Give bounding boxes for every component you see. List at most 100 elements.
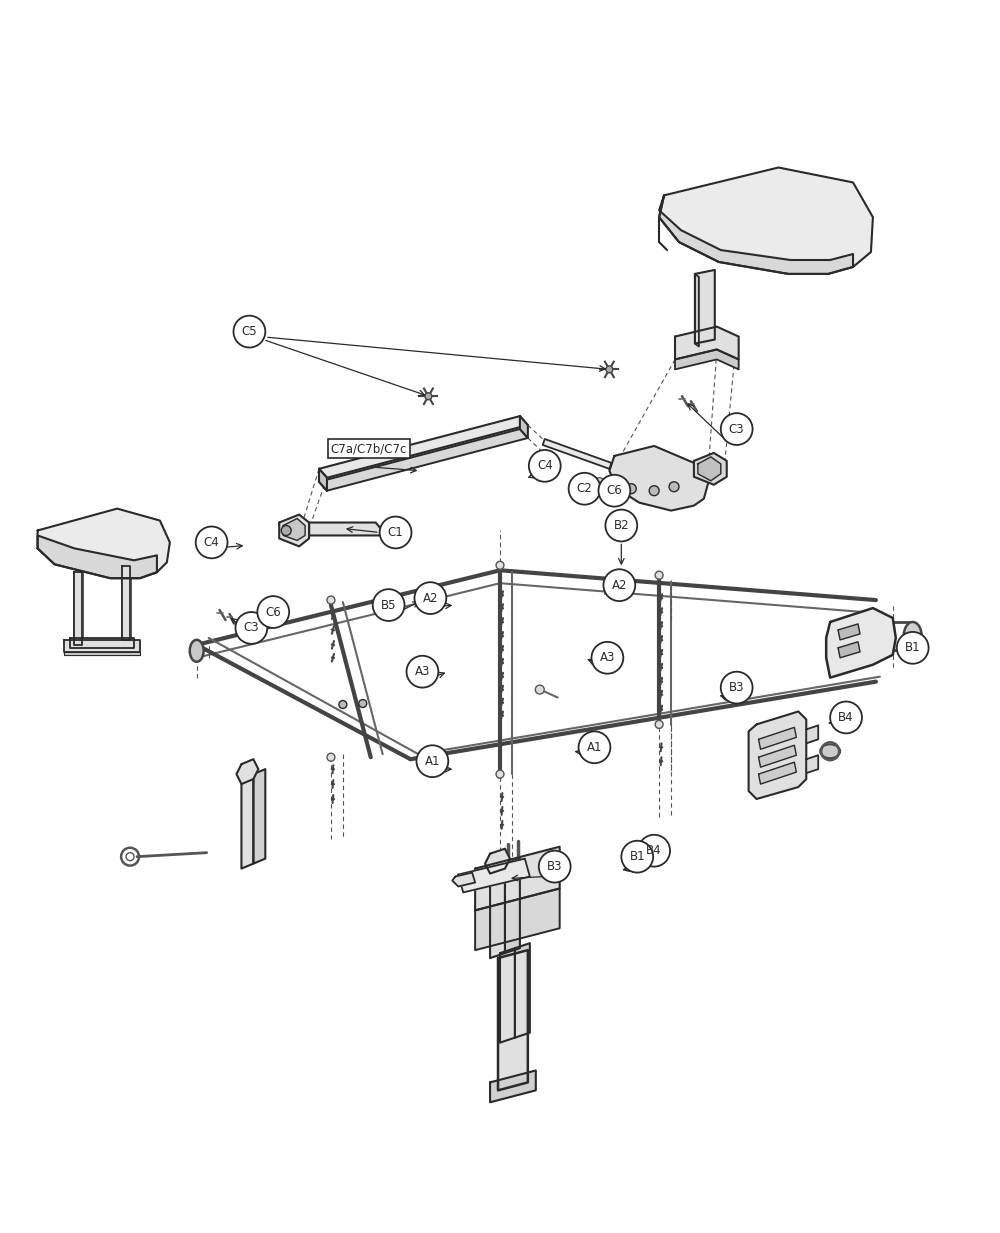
- Polygon shape: [319, 429, 528, 491]
- Polygon shape: [490, 863, 505, 958]
- Polygon shape: [659, 168, 873, 274]
- Circle shape: [621, 841, 653, 873]
- Circle shape: [897, 633, 929, 663]
- Circle shape: [669, 482, 679, 492]
- Polygon shape: [806, 725, 818, 743]
- Polygon shape: [319, 416, 528, 477]
- Circle shape: [626, 483, 636, 493]
- Circle shape: [414, 582, 446, 614]
- Text: A2: A2: [612, 578, 627, 592]
- Polygon shape: [806, 756, 818, 773]
- Circle shape: [407, 656, 438, 688]
- Circle shape: [425, 393, 432, 399]
- Polygon shape: [500, 948, 515, 1043]
- Text: C3: C3: [729, 423, 744, 435]
- Polygon shape: [675, 349, 739, 370]
- Polygon shape: [475, 847, 560, 910]
- Polygon shape: [241, 774, 253, 868]
- Polygon shape: [694, 453, 727, 485]
- Circle shape: [579, 731, 610, 763]
- Circle shape: [233, 316, 265, 348]
- Circle shape: [496, 771, 504, 778]
- Polygon shape: [659, 195, 853, 274]
- Text: C2: C2: [577, 482, 592, 496]
- Text: B1: B1: [629, 851, 645, 863]
- Polygon shape: [319, 469, 327, 491]
- Polygon shape: [485, 848, 510, 873]
- Text: C6: C6: [606, 485, 622, 497]
- Ellipse shape: [904, 621, 922, 650]
- Polygon shape: [498, 951, 528, 1090]
- Polygon shape: [838, 624, 860, 640]
- Circle shape: [496, 561, 504, 570]
- Text: A3: A3: [415, 665, 430, 678]
- Polygon shape: [838, 642, 860, 657]
- Text: C4: C4: [537, 460, 553, 472]
- Circle shape: [281, 525, 291, 535]
- Text: A3: A3: [600, 651, 615, 665]
- Circle shape: [591, 642, 623, 673]
- Text: B4: B4: [646, 845, 662, 857]
- Polygon shape: [759, 745, 796, 767]
- Circle shape: [830, 702, 862, 734]
- Circle shape: [594, 477, 604, 488]
- Circle shape: [380, 517, 411, 549]
- Polygon shape: [695, 270, 715, 344]
- Polygon shape: [520, 416, 528, 438]
- Polygon shape: [515, 943, 530, 1038]
- Circle shape: [721, 413, 753, 445]
- Circle shape: [638, 835, 670, 867]
- Polygon shape: [236, 760, 258, 784]
- Polygon shape: [309, 523, 381, 535]
- Circle shape: [416, 745, 448, 777]
- Circle shape: [606, 366, 613, 372]
- Circle shape: [257, 596, 289, 628]
- Polygon shape: [826, 608, 896, 678]
- Text: B5: B5: [381, 598, 396, 612]
- Polygon shape: [253, 769, 265, 863]
- Polygon shape: [38, 508, 170, 578]
- Circle shape: [235, 612, 267, 644]
- Polygon shape: [543, 439, 611, 469]
- Polygon shape: [675, 327, 739, 360]
- Polygon shape: [458, 858, 530, 893]
- Circle shape: [721, 672, 753, 704]
- Text: A1: A1: [425, 755, 440, 768]
- Text: B3: B3: [547, 861, 562, 873]
- Polygon shape: [505, 858, 520, 953]
- Text: C6: C6: [265, 605, 281, 619]
- Circle shape: [359, 699, 367, 708]
- Circle shape: [529, 450, 561, 482]
- Text: A1: A1: [587, 741, 602, 753]
- Circle shape: [605, 509, 637, 541]
- Circle shape: [254, 618, 264, 628]
- Circle shape: [196, 526, 228, 559]
- Circle shape: [339, 700, 347, 709]
- Polygon shape: [38, 535, 157, 578]
- Polygon shape: [759, 727, 796, 750]
- Circle shape: [598, 475, 630, 507]
- Circle shape: [590, 488, 599, 498]
- Text: B3: B3: [729, 681, 744, 694]
- Polygon shape: [452, 873, 475, 887]
- Circle shape: [655, 571, 663, 580]
- Circle shape: [327, 596, 335, 604]
- Text: C3: C3: [244, 621, 259, 635]
- Text: C5: C5: [242, 326, 257, 338]
- Text: C4: C4: [204, 536, 219, 549]
- Polygon shape: [70, 637, 134, 647]
- Polygon shape: [64, 640, 140, 652]
- Text: C1: C1: [388, 526, 403, 539]
- Circle shape: [244, 615, 254, 625]
- Polygon shape: [279, 514, 309, 546]
- Polygon shape: [122, 566, 130, 640]
- Ellipse shape: [820, 745, 840, 758]
- Polygon shape: [759, 762, 796, 784]
- Text: C7a/C7b/C7c: C7a/C7b/C7c: [331, 443, 407, 455]
- Ellipse shape: [190, 640, 204, 662]
- Text: B2: B2: [614, 519, 629, 531]
- Polygon shape: [490, 1070, 536, 1102]
- Text: B1: B1: [905, 641, 921, 655]
- Polygon shape: [698, 457, 721, 481]
- Circle shape: [373, 589, 405, 621]
